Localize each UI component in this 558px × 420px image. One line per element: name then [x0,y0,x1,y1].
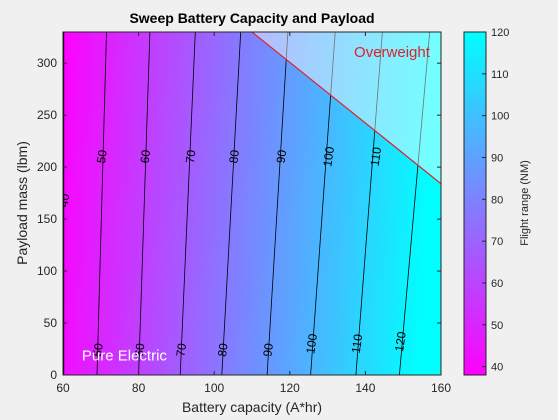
x-tick-label: 140 [355,381,375,395]
contour-line-80 [221,32,242,375]
chart-title: Sweep Battery Capacity and Payload [129,10,374,26]
contour-label-40: 40 [57,192,73,207]
x-tick-label: 60 [56,381,70,395]
y-tick-label: 150 [37,212,57,226]
colorbar-tick-label: 40 [491,362,503,374]
plot-area: 40 50 60 70 80 90 100 110 50 60 70 80 90 100 110 120 [57,32,441,375]
contour-line-50 [96,32,107,375]
contour-label-50: 50 [94,149,110,164]
x-tick-label: 120 [280,381,300,395]
contour-line-70 [179,32,196,375]
contour-label-110: 110 [349,333,366,354]
contour-label-60: 60 [137,149,153,164]
contour-label-110: 110 [368,146,385,167]
contour-label-90: 90 [274,149,290,164]
contour-label-100: 100 [320,145,337,167]
contour-line-90 [266,32,289,375]
y-tick-label: 300 [37,56,57,70]
x-tick-label: 80 [132,381,146,395]
contour-line-120 [399,32,431,375]
x-axis-label: Battery capacity (A*hr) [182,399,322,415]
colorbar-tick-label: 80 [491,194,503,206]
colorbar-tick-label: 120 [491,27,509,39]
contour-label-80: 80 [226,149,242,164]
overweight-boundary [251,32,441,185]
contour-label-70: 70 [173,342,189,357]
colorbar-tick-label: 100 [491,111,509,123]
pure-electric-annotation: Pure Electric [82,347,168,364]
colorbar-tick-label: 90 [491,152,503,164]
contour-label-70: 70 [183,149,199,164]
contour-label-60: 60 [132,342,148,357]
y-axis-label: Payload mass (lbm) [14,141,30,265]
contour-line-60 [138,32,151,375]
colorbar-label: Flight range (NM) [519,160,531,246]
contour-label-100: 100 [303,332,320,354]
y-tick-label: 0 [50,368,57,382]
contour-line-110 [355,32,383,375]
contour-label-90: 90 [260,342,276,357]
y-tick-label: 50 [44,316,58,330]
x-tick-label: 100 [204,381,224,395]
colorbar-tick-label: 70 [491,236,503,248]
x-tick-label: 160 [431,381,451,395]
y-tick-label: 100 [37,264,57,278]
contour-line-100 [310,32,336,375]
colorbar-tick-label: 110 [491,69,509,81]
y-tick-label: 250 [37,108,57,122]
contour-label-80: 80 [215,342,231,357]
overweight-annotation: Overweight [354,44,431,61]
colorbar [463,31,487,376]
contour-label-120: 120 [392,330,409,352]
plot-frame [62,31,442,376]
y-tick-label: 200 [37,160,57,174]
colorbar-tick-label: 50 [491,320,503,332]
contour-label-50: 50 [90,342,106,357]
colorbar-tick-label: 60 [491,278,503,290]
